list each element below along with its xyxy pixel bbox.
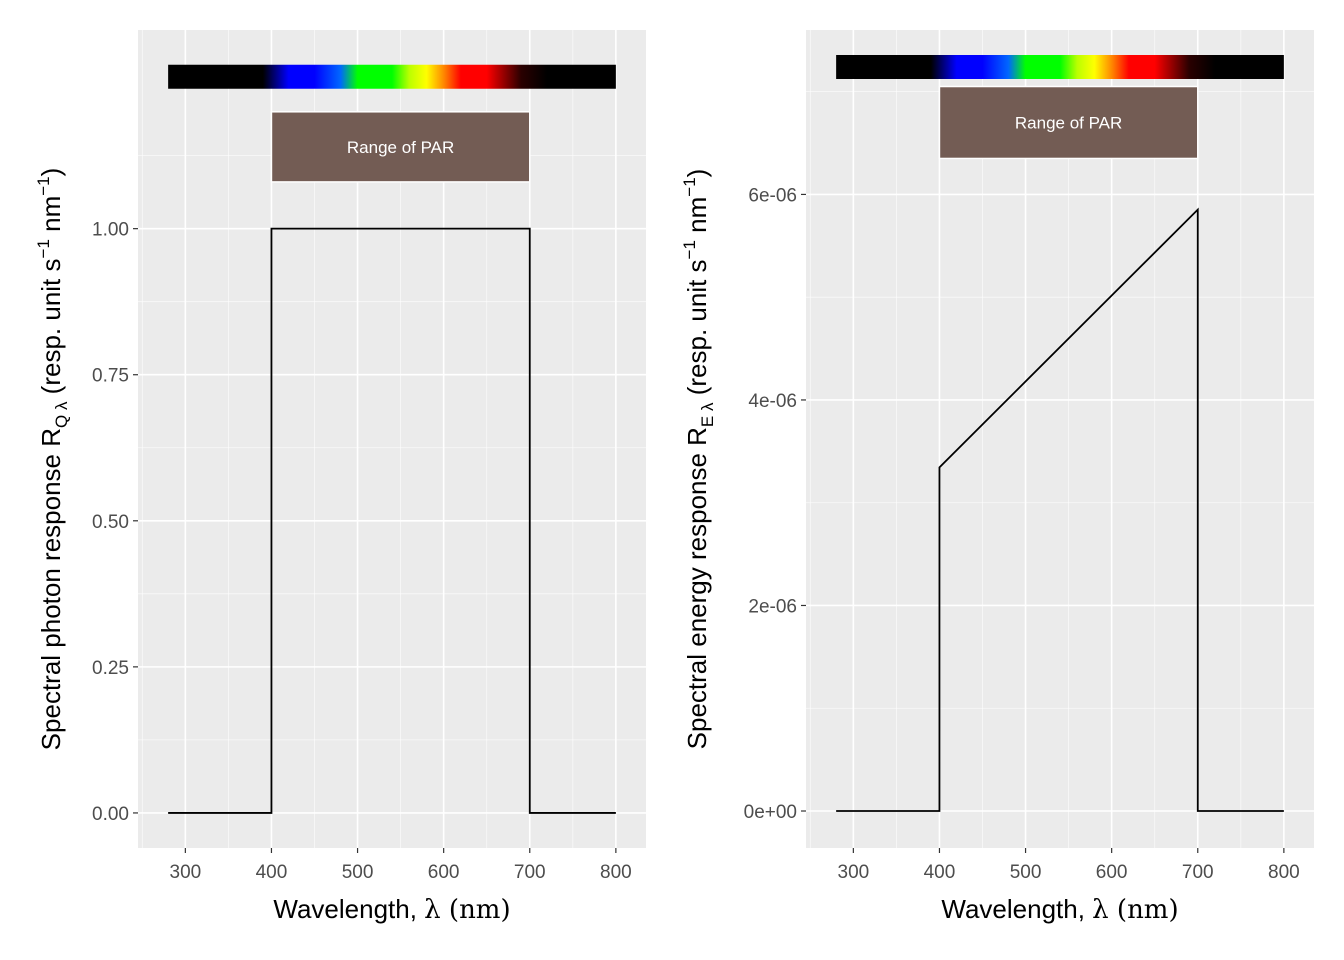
y-axis-title-text: Spectral photon response R: [36, 428, 66, 750]
y-axis-title-close: ): [36, 168, 66, 177]
minor-gridlines: [806, 30, 1314, 848]
x-tick-label: 300: [838, 862, 870, 883]
y-axis-title-nm: nm: [36, 196, 66, 239]
y-axis-title-nm: nm: [682, 197, 712, 240]
y-axis-title-text: Spectral energy response R: [682, 427, 712, 749]
x-tick-label: 600: [428, 862, 460, 883]
y-axis-title-unit: (resp. unit s: [36, 258, 66, 401]
y-axis-title-close: ): [682, 169, 712, 178]
y-tick-label: 4e-06: [748, 391, 797, 412]
panel-background: [806, 30, 1314, 848]
y-tick-label: 0.00: [92, 804, 129, 825]
y-tick-label: 1.00: [92, 220, 129, 241]
chart-panel-energy: 300 400 500 600 700 800 0e+00 2e-06 4e-06 6e-06 Ra…: [680, 30, 1314, 925]
panels: 300 400 500 600 700 800 0.00 0.25 0.50 0.75 1.00 Ra…: [34, 30, 1314, 925]
x-tick-label: 300: [170, 862, 202, 883]
response-line: [836, 207, 1284, 812]
par-range-label: Range of PAR: [1015, 113, 1122, 132]
y-axis-title-unit: (resp. unit s: [682, 259, 712, 402]
par-range-label: Range of PAR: [347, 138, 454, 157]
x-axis-title: Wavelength, λ (nm): [941, 894, 1178, 925]
y-axis-title-subscript: Q λ: [52, 401, 71, 428]
y-tick-label: 6e-06: [748, 185, 797, 206]
y-axis-title-superscript: −1: [34, 239, 53, 258]
x-axis-title-lambda: λ: [424, 895, 440, 925]
x-tick-label: 400: [256, 862, 288, 883]
x-axis-title-unit: (nm): [441, 895, 511, 925]
x-axis-title: Wavelength, λ (nm): [273, 894, 510, 925]
y-axis-title: Spectral photon response RQ λ (resp. uni…: [34, 168, 71, 751]
y-axis-title-superscript: −1: [34, 176, 53, 195]
x-axis-title-unit: (nm): [1109, 895, 1179, 925]
y-axis-title: Spectral energy response RE λ (resp. uni…: [680, 169, 717, 750]
x-axis-title-lambda: λ: [1092, 895, 1108, 925]
spectrum-color-bar: [836, 54, 1284, 79]
response-line: [168, 227, 616, 814]
chart-panel-photon: 300 400 500 600 700 800 0.00 0.25 0.50 0.75 1.00 Ra…: [34, 30, 646, 925]
x-tick-label: 800: [1268, 862, 1300, 883]
x-tick-label: 500: [342, 862, 374, 883]
y-axis-title-superscript: −1: [680, 240, 699, 259]
par-range-box: [938, 85, 1199, 160]
x-axis-title-text: Wavelength,: [273, 894, 424, 924]
x-tick-label: 700: [1182, 862, 1214, 883]
y-axis-title-subscript: E λ: [698, 402, 717, 427]
x-axis-title-text: Wavelength,: [941, 894, 1092, 924]
y-tick-label: 0.25: [92, 658, 129, 679]
x-tick-label: 600: [1096, 862, 1128, 883]
y-tick-label: 2e-06: [748, 596, 797, 617]
x-tick-label: 400: [924, 862, 956, 883]
y-tick-label: 0.50: [92, 512, 129, 533]
y-tick-label: 0e+00: [744, 802, 797, 823]
x-tick-label: 800: [600, 862, 632, 883]
x-tick-label: 500: [1010, 862, 1042, 883]
x-tick-label: 700: [514, 862, 546, 883]
par-range-box: [270, 111, 531, 183]
y-axis-title-superscript: −1: [680, 177, 699, 196]
y-tick-label: 0.75: [92, 366, 129, 387]
spectrum-color-bar: [168, 64, 616, 89]
